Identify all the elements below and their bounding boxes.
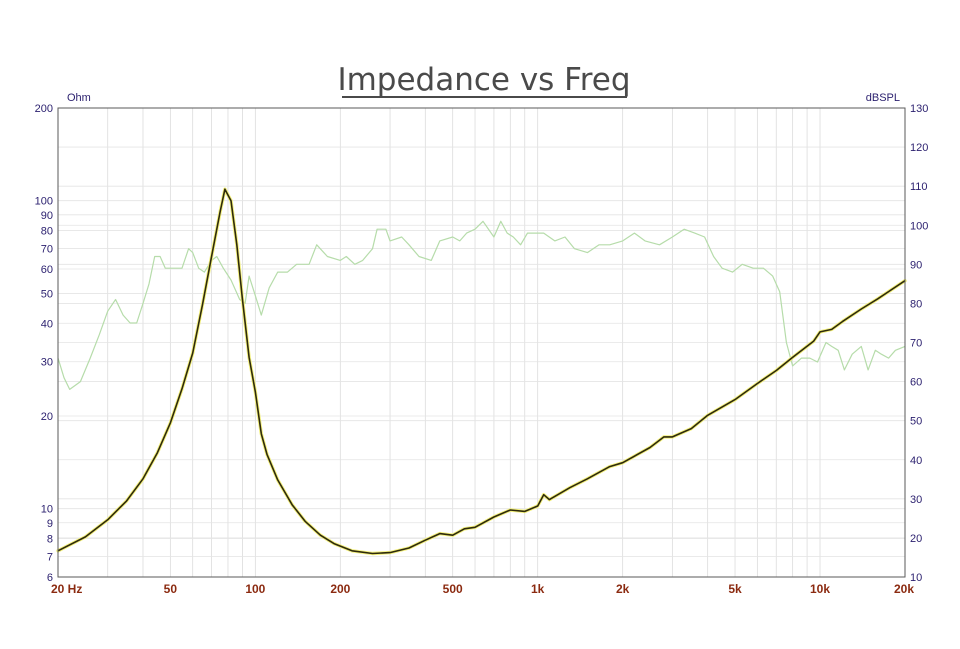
grid bbox=[58, 108, 905, 577]
left-axis-unit: Ohm bbox=[67, 92, 91, 104]
x-axis-tick-label: 5k bbox=[728, 582, 742, 596]
left-axis-tick-label: 90 bbox=[41, 210, 53, 222]
left-axis-ticks: 6 7 8 9 10 20 30 40 50 60 70 80 90 100 200 bbox=[35, 103, 53, 584]
x-axis-tick-label: 50 bbox=[164, 582, 178, 596]
right-axis-tick-label: 100 bbox=[910, 220, 928, 232]
right-axis-tick-label: 80 bbox=[910, 298, 922, 310]
left-axis-tick-label: 8 bbox=[47, 534, 53, 546]
left-axis-tick-label: 10 bbox=[41, 504, 53, 516]
right-axis-ticks: 10 20 30 40 50 60 70 80 90 100 110 120 130 bbox=[910, 103, 928, 584]
left-axis-tick-label: 9 bbox=[47, 518, 53, 530]
x-axis-tick-label: 500 bbox=[443, 582, 463, 596]
right-axis-tick-label: 40 bbox=[910, 455, 922, 467]
right-axis-tick-label: 20 bbox=[910, 533, 922, 545]
left-axis-tick-label: 200 bbox=[35, 103, 53, 115]
right-axis-tick-label: 120 bbox=[910, 142, 928, 154]
right-axis-tick-label: 110 bbox=[910, 181, 928, 193]
plot-frame bbox=[57, 107, 906, 578]
right-axis-tick-label: 70 bbox=[910, 338, 922, 350]
left-axis-tick-label: 30 bbox=[41, 357, 53, 369]
left-axis-tick-label: 20 bbox=[41, 411, 53, 423]
x-axis-tick-label: 20k bbox=[894, 582, 914, 596]
left-axis-tick-label: 80 bbox=[41, 226, 53, 238]
x-axis-tick-label: 1k bbox=[531, 582, 545, 596]
right-axis-unit: dBSPL bbox=[866, 92, 900, 104]
left-axis-tick-label: 50 bbox=[41, 288, 53, 300]
spl-curve bbox=[57, 220, 906, 390]
x-axis-ticks: 20 Hz 50 100 200 500 1k 2k 5k 10k 20k bbox=[51, 582, 914, 596]
right-axis-tick-label: 60 bbox=[910, 377, 922, 389]
x-axis-tick-label: 2k bbox=[616, 582, 630, 596]
left-axis-tick-label: 40 bbox=[41, 318, 53, 330]
right-axis-tick-label: 30 bbox=[910, 494, 922, 506]
right-axis-tick-label: 130 bbox=[910, 103, 928, 115]
left-axis-tick-label: 6 bbox=[47, 572, 53, 584]
right-axis-tick-label: 10 bbox=[910, 572, 922, 584]
left-axis-tick-label: 100 bbox=[35, 196, 53, 208]
x-axis-tick-label: 10k bbox=[810, 582, 830, 596]
impedance-curve bbox=[57, 188, 906, 555]
x-axis-tick-label: 100 bbox=[245, 582, 265, 596]
right-axis-tick-label: 90 bbox=[910, 259, 922, 271]
series-layer bbox=[56, 187, 907, 556]
left-axis-tick-label: 60 bbox=[41, 264, 53, 276]
left-axis-tick-label: 70 bbox=[41, 243, 53, 255]
left-axis-tick-label: 7 bbox=[47, 551, 53, 563]
x-axis-tick-label: 20 Hz bbox=[51, 582, 82, 596]
chart-title: Impedance vs Freq bbox=[337, 62, 630, 98]
right-axis-tick-label: 50 bbox=[910, 416, 922, 428]
x-axis-tick-label: 200 bbox=[330, 582, 350, 596]
